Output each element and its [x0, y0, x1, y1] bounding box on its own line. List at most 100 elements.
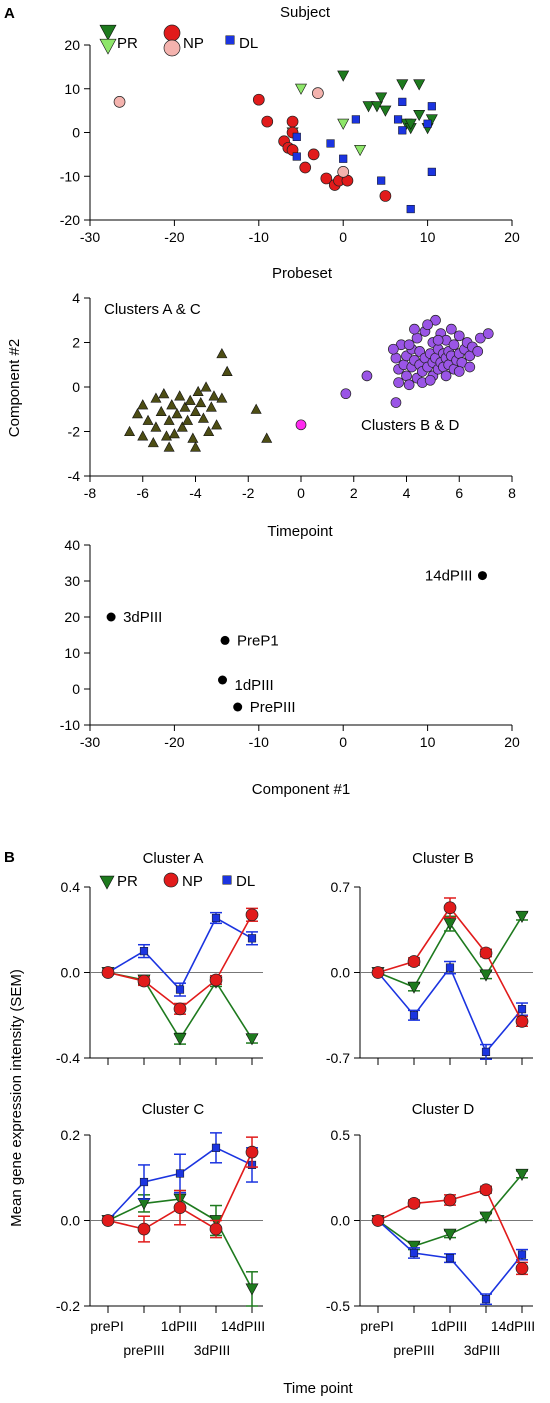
probeset-axis-label: Probeset	[272, 265, 333, 282]
cluster-point	[189, 441, 202, 452]
data-point	[517, 1005, 527, 1014]
tick-label-14dpiii-left: 14dPIII	[221, 1318, 265, 1334]
cluster-point	[200, 381, 212, 392]
x-tick-label: 20	[504, 734, 520, 750]
data-point	[173, 1201, 187, 1215]
data-point-pr	[362, 101, 375, 113]
cluster-point	[453, 366, 465, 377]
panel-a-letter: A	[4, 5, 15, 22]
series-np	[371, 897, 529, 1028]
data-point	[443, 1228, 457, 1241]
y-tick-label: 0.0	[61, 1213, 81, 1229]
cluster-d-title: Cluster D	[412, 1101, 475, 1118]
cluster-point	[250, 403, 262, 414]
x-tick-label: -4	[189, 485, 202, 501]
data-point	[443, 918, 457, 931]
cluster-point	[168, 428, 180, 439]
data-point-np	[320, 172, 333, 185]
timepoint-label: PrePIII	[250, 699, 296, 716]
x-tick-label: 10	[420, 734, 436, 750]
data-point-pr	[379, 105, 392, 117]
data-point	[409, 1011, 419, 1020]
data-point	[247, 934, 257, 943]
series-dl	[102, 911, 258, 997]
mean-expression-axis-label: Mean gene expression intensity (SEM)	[8, 969, 25, 1227]
data-point	[209, 1222, 223, 1236]
y-tick-label: 0.0	[61, 965, 81, 981]
data-point-np	[379, 190, 392, 202]
data-point	[101, 966, 115, 979]
y-tick-label: 2	[72, 335, 80, 351]
tick-label-1dpiii-left: 1dPIII	[161, 1318, 198, 1334]
series-np	[101, 907, 259, 1016]
timepoint-axis-label: Timepoint	[267, 523, 333, 540]
y-tick-label: -10	[60, 168, 80, 184]
cluster-point	[158, 388, 170, 399]
timepoint-dot	[477, 571, 487, 581]
cluster-point	[150, 421, 162, 432]
tick-label-prepi-right: prePI	[360, 1318, 393, 1334]
cluster-point	[208, 390, 220, 401]
cluster-point	[361, 370, 373, 382]
data-point	[175, 985, 185, 994]
x-tick-label: 2	[350, 485, 358, 501]
data-point-np	[337, 166, 350, 178]
legend-label-np: NP	[183, 35, 204, 52]
cluster-point	[189, 405, 202, 417]
data-point	[245, 1145, 259, 1159]
data-point	[209, 973, 223, 987]
x-tick-label: -8	[84, 485, 97, 501]
data-point	[407, 955, 421, 968]
cluster-point	[163, 441, 175, 452]
legend-label-pr: PR	[117, 873, 138, 890]
data-point-pr	[294, 83, 308, 95]
cluster-point	[205, 401, 217, 412]
data-point	[173, 1002, 187, 1016]
cluster-point	[176, 421, 188, 432]
data-point-np	[299, 161, 312, 174]
cluster-point	[390, 397, 402, 408]
subject-title: Subject	[280, 4, 331, 21]
data-point	[481, 1047, 491, 1056]
y-tick-label: 0.0	[331, 965, 351, 981]
data-point-pr	[354, 145, 367, 157]
series-dl	[372, 960, 528, 1060]
clusters-ac-annotation: Clusters A & C	[104, 301, 201, 318]
y-tick-label: -10	[60, 717, 80, 733]
data-point-np	[286, 115, 299, 128]
y-tick-label: -20	[60, 212, 80, 228]
data-point	[445, 1254, 455, 1263]
y-tick-label: 20	[64, 609, 80, 625]
cluster-point	[166, 399, 178, 410]
cluster-point	[187, 432, 199, 443]
data-point	[371, 966, 385, 979]
tick-label-prepiii-left: prePIII	[123, 1342, 164, 1358]
data-point-dl	[326, 139, 335, 148]
series-np	[371, 1183, 529, 1276]
cluster-point	[195, 396, 207, 408]
cluster-point	[197, 412, 209, 423]
data-point	[245, 1283, 259, 1296]
legend-marker-dl	[222, 875, 232, 885]
timepoint-label: 1dPIII	[235, 677, 274, 694]
x-tick-label: -20	[164, 734, 184, 750]
timepoint-label: PreP1	[237, 632, 279, 649]
data-point	[407, 981, 421, 994]
data-point-dl	[377, 176, 386, 185]
cluster-point	[472, 346, 484, 357]
cluster-point	[403, 379, 415, 391]
x-tick-label: 8	[508, 485, 516, 501]
y-tick-label: 0	[72, 379, 80, 395]
data-point	[407, 1197, 421, 1210]
data-point-np	[307, 148, 320, 161]
series-pr	[371, 1168, 529, 1253]
y-tick-label: 0.2	[61, 1127, 81, 1143]
cluster-point	[163, 414, 175, 425]
cluster-a-title: Cluster A	[143, 850, 204, 867]
cluster-point	[142, 414, 154, 425]
x-tick-label: -10	[249, 734, 269, 750]
cluster-plot: -0.7 0.0 0.7	[326, 879, 533, 1066]
x-tick-label: -6	[137, 485, 150, 501]
legend-marker-pr	[99, 875, 115, 890]
